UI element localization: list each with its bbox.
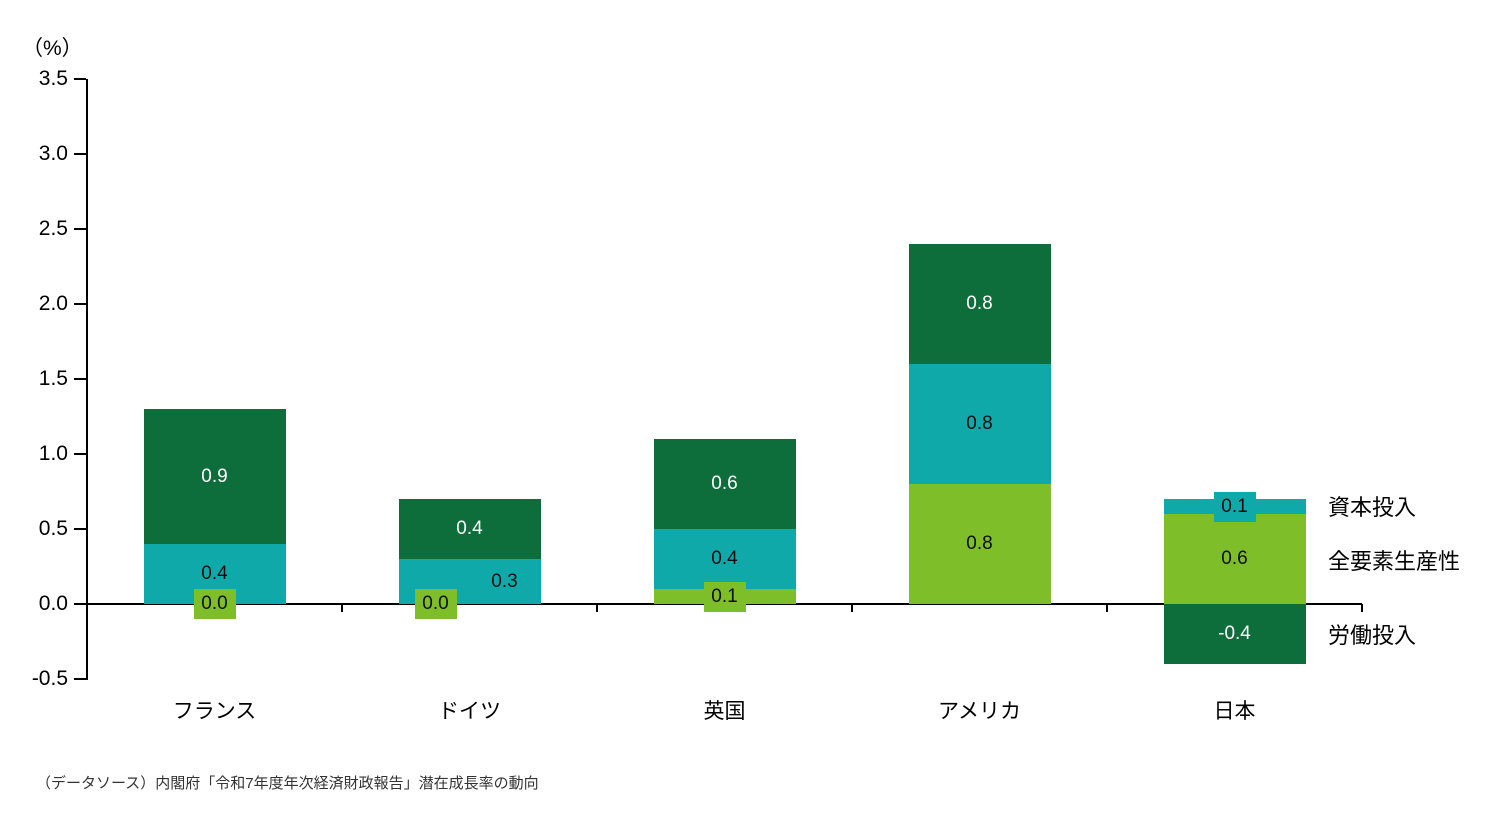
bar-segment-労働投入 bbox=[143, 409, 286, 544]
series-label-全要素生産性: 全要素生産性 bbox=[1328, 549, 1461, 574]
x-axis-tick bbox=[851, 604, 853, 612]
y-axis-tick-label: 1.0 bbox=[38, 442, 68, 465]
y-axis-tick-label: 3.0 bbox=[38, 142, 68, 165]
y-axis-tick-label: 2.5 bbox=[38, 217, 68, 240]
bar-value-label: 0.6 bbox=[711, 473, 738, 494]
bar-segment-労働投入 bbox=[908, 244, 1051, 364]
bar-segment-労働投入 bbox=[653, 439, 796, 529]
y-axis-tick bbox=[74, 528, 86, 530]
bar-segment-全要素生産性 bbox=[908, 484, 1051, 604]
x-axis-tick bbox=[341, 604, 343, 612]
x-axis-tick bbox=[1361, 604, 1363, 612]
y-axis-tick-label: 0.0 bbox=[38, 592, 68, 615]
category-label-日本: 日本 bbox=[1213, 700, 1256, 723]
y-axis-tick-label: 2.0 bbox=[38, 292, 68, 315]
y-axis-tick-label: 3.5 bbox=[38, 67, 68, 90]
bar-value-label: 0.6 bbox=[1221, 548, 1248, 569]
bar-value-label: 0.4 bbox=[201, 563, 228, 584]
category-label-フランス: フランス bbox=[172, 700, 257, 723]
bar-segment-労働投入 bbox=[398, 499, 541, 559]
bar-value-label: 0.4 bbox=[711, 548, 738, 569]
series-label-労働投入: 労働投入 bbox=[1328, 623, 1417, 648]
y-axis-tick-label: -0.5 bbox=[31, 667, 68, 690]
y-axis-tick bbox=[74, 453, 86, 455]
y-axis-tick-label: 0.5 bbox=[38, 517, 68, 540]
bar-value-label: -0.4 bbox=[1218, 623, 1251, 644]
bar-value-label: 0.8 bbox=[966, 533, 993, 554]
bar-value-label: 0.0 bbox=[414, 589, 457, 619]
bar-value-label: 0.1 bbox=[703, 581, 746, 612]
x-axis-tick bbox=[596, 604, 598, 612]
bar-segment-資本投入 bbox=[653, 529, 796, 589]
bar-value-label: 0.3 bbox=[491, 570, 518, 592]
x-axis-tick bbox=[1106, 604, 1108, 612]
bar-value-label: 0.1 bbox=[1213, 491, 1256, 522]
bar-value-label: 0.8 bbox=[966, 413, 993, 434]
y-axis-tick bbox=[74, 603, 86, 605]
y-axis-tick bbox=[74, 78, 86, 80]
category-label-英国: 英国 bbox=[703, 700, 746, 723]
bar-value-label: 0.4 bbox=[456, 518, 483, 539]
category-label-ドイツ: ドイツ bbox=[438, 700, 501, 723]
series-label-資本投入: 資本投入 bbox=[1328, 495, 1417, 520]
bar-value-label: 0.8 bbox=[966, 293, 993, 314]
y-axis-tick bbox=[74, 303, 86, 305]
bar-value-label: 0.0 bbox=[193, 589, 236, 619]
bar-value-label: 0.9 bbox=[201, 465, 228, 487]
bar-segment-全要素生産性 bbox=[1163, 514, 1306, 604]
bar-segment-資本投入 bbox=[908, 364, 1051, 484]
y-axis-unit-label: （%） bbox=[22, 37, 83, 60]
y-axis-tick bbox=[74, 678, 86, 680]
bar-segment-労働投入 bbox=[1163, 604, 1306, 664]
y-axis-line bbox=[86, 79, 88, 680]
data-source-note: （データソース）内閣府「令和7年度年次経済財政報告」潜在成長率の動向 bbox=[36, 775, 539, 792]
y-axis-tick bbox=[74, 378, 86, 380]
y-axis-tick bbox=[74, 228, 86, 230]
y-axis-tick-label: 1.5 bbox=[38, 367, 68, 390]
category-label-アメリカ: アメリカ bbox=[938, 700, 1021, 723]
y-axis-tick bbox=[74, 153, 86, 155]
